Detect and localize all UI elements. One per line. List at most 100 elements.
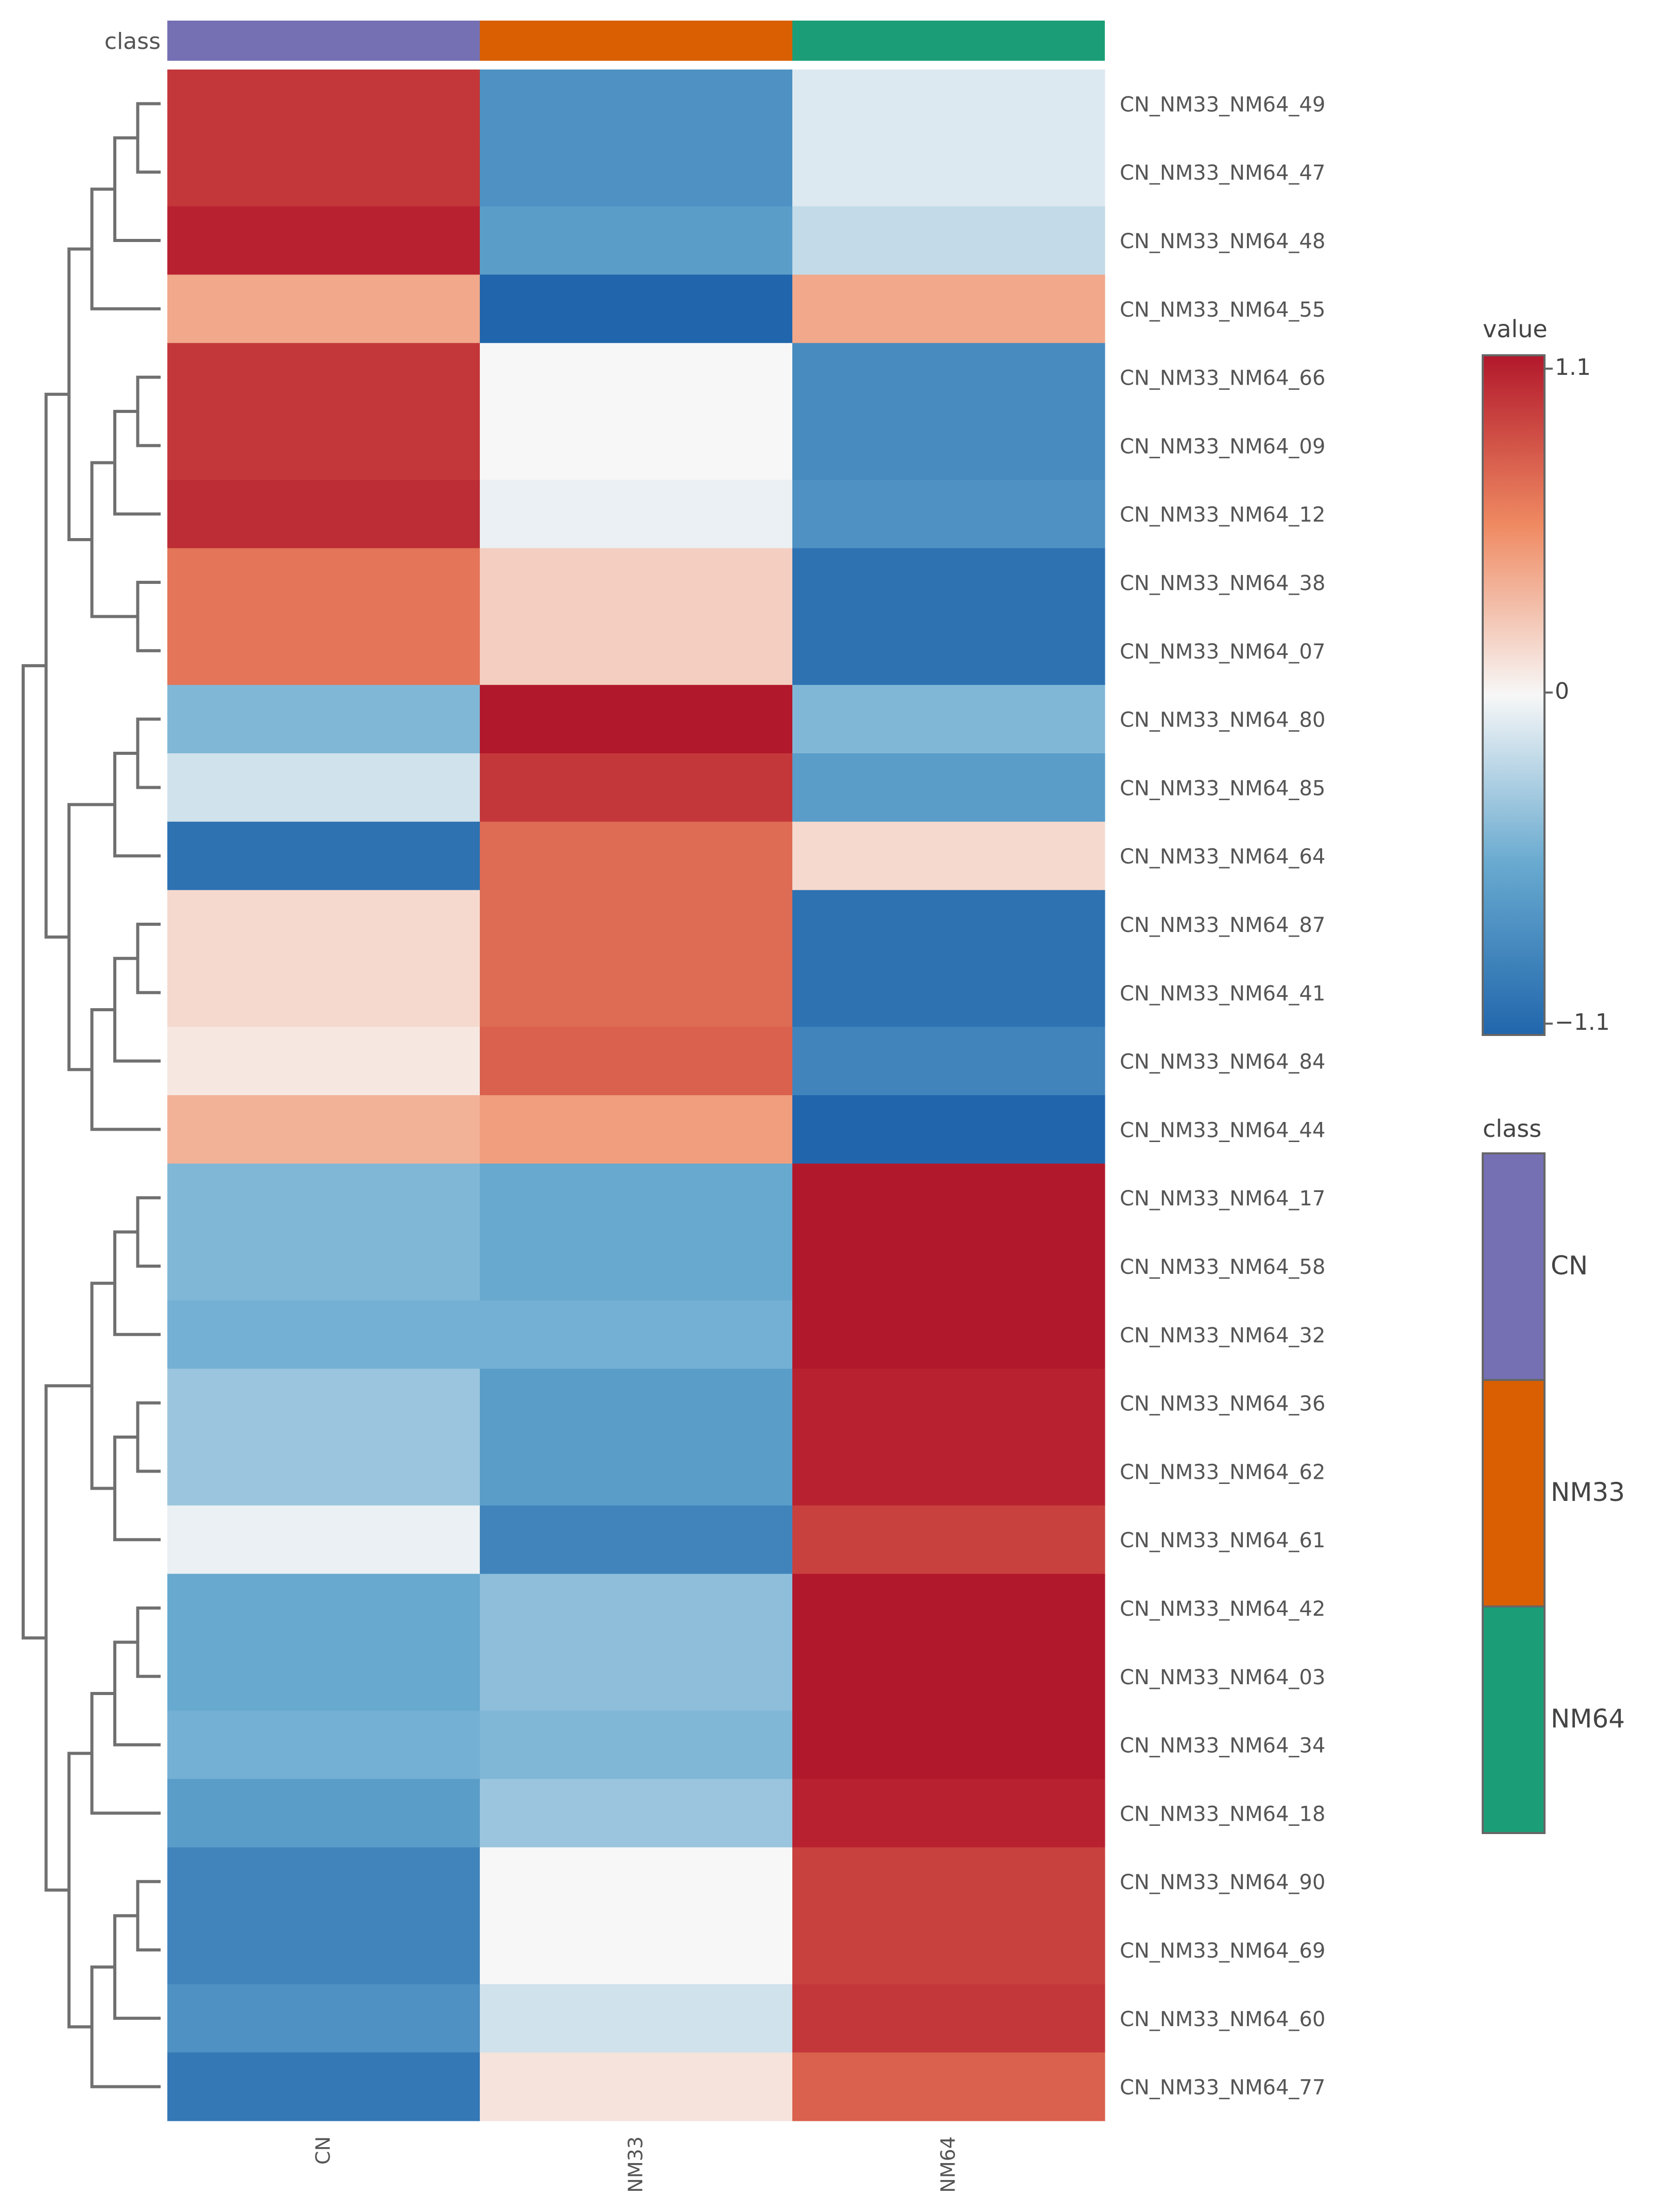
heatmap-cell	[792, 1574, 1105, 1643]
heatmap-cell	[792, 616, 1105, 685]
column-labels: CN NM33 NM64	[312, 2136, 960, 2193]
heatmap-cell	[480, 1710, 793, 1779]
class-legend-label: CN	[1551, 1251, 1588, 1281]
heatmap-cell	[167, 411, 480, 480]
row-label: CN_NM33_NM64_09	[1120, 435, 1325, 458]
heatmap-cell	[167, 1779, 480, 1848]
class-legend-swatch-nm33	[1482, 1379, 1546, 1608]
row-label: CN_NM33_NM64_66	[1120, 367, 1325, 390]
heatmap-cell	[792, 821, 1105, 891]
row-label: CN_NM33_NM64_60	[1120, 2008, 1325, 2031]
class-legend-swatch-cn	[1482, 1152, 1546, 1381]
heatmap-cell	[480, 1984, 793, 2053]
heatmap-cell	[792, 1437, 1105, 1506]
row-label: CN_NM33_NM64_77	[1120, 2076, 1325, 2100]
row-label: CN_NM33_NM64_62	[1120, 1460, 1325, 1484]
heatmap-cell	[167, 1915, 480, 1984]
row-label: CN_NM33_NM64_87	[1120, 913, 1325, 937]
dendrogram-branch	[136, 581, 161, 652]
heatmap-cell	[792, 1847, 1105, 1916]
row-label: CN_NM33_NM64_41	[1120, 982, 1325, 1006]
row-label: CN_NM33_NM64_17	[1120, 1187, 1325, 1211]
heatmap-cell	[792, 958, 1105, 1027]
heatmap-cell	[480, 1369, 793, 1438]
heatmap-cell	[480, 1163, 793, 1233]
heatmap-cell	[792, 1505, 1105, 1575]
dendrogram-branch	[136, 375, 161, 447]
dendrogram-branch	[136, 1606, 161, 1678]
heatmap-cell	[480, 274, 793, 343]
class-bar-label: class	[105, 28, 161, 55]
heatmap-cells	[167, 70, 1105, 2121]
heatmap-cell	[480, 548, 793, 617]
row-label: CN_NM33_NM64_47	[1120, 161, 1325, 185]
column-label: NM64	[937, 2136, 960, 2193]
heatmap-cell	[167, 343, 480, 412]
row-label: CN_NM33_NM64_07	[1120, 640, 1325, 664]
heatmap-cell	[792, 890, 1105, 959]
heatmap-cell	[167, 1574, 480, 1643]
row-label: CN_NM33_NM64_18	[1120, 1802, 1325, 1826]
row-label: CN_NM33_NM64_80	[1120, 708, 1325, 732]
heatmap-cell	[167, 1300, 480, 1369]
row-label: CN_NM33_NM64_42	[1120, 1597, 1325, 1621]
dendrogram-branch	[136, 102, 161, 174]
dendrogram-branch	[67, 247, 92, 541]
heatmap-cell	[167, 1163, 480, 1233]
heatmap-cell	[167, 479, 480, 549]
heatmap-cell	[480, 1847, 793, 1916]
row-label: CN_NM33_NM64_03	[1120, 1666, 1325, 1689]
class-annotation-bar	[167, 21, 1105, 61]
heatmap-cell	[792, 206, 1105, 275]
dendrogram-branch	[136, 1880, 161, 1951]
heatmap-cell	[480, 1437, 793, 1506]
heatmap-cell	[792, 411, 1105, 480]
row-label: CN_NM33_NM64_84	[1120, 1050, 1325, 1074]
dendrogram-branch	[136, 923, 161, 994]
dendrogram-branch	[44, 392, 69, 939]
heatmap-cell	[167, 1437, 480, 1506]
row-label: CN_NM33_NM64_44	[1120, 1118, 1325, 1142]
class-legend-label: NM64	[1551, 1704, 1625, 1734]
heatmap-cell	[167, 70, 480, 139]
heatmap-cell	[167, 1232, 480, 1301]
heatmap-cell	[792, 1369, 1105, 1438]
heatmap-cell	[792, 685, 1105, 754]
class-bar-segment-cn	[167, 21, 480, 61]
dendrogram-branch	[90, 1965, 161, 2088]
heatmap-cell	[792, 1027, 1105, 1096]
heatmap-cell	[480, 137, 793, 207]
heatmap-cell	[480, 616, 793, 685]
heatmap-cell	[480, 479, 793, 549]
heatmap-cell	[167, 1710, 480, 1779]
row-label: CN_NM33_NM64_38	[1120, 572, 1325, 595]
class-legend-title: class	[1483, 1115, 1541, 1143]
heatmap-cell	[792, 1710, 1105, 1779]
value-colorbar	[1482, 354, 1546, 1036]
row-label: CN_NM33_NM64_49	[1120, 93, 1325, 116]
heatmap-cell	[480, 206, 793, 275]
row-label: CN_NM33_NM64_55	[1120, 298, 1325, 322]
dendrogram-branch	[22, 664, 46, 1640]
heatmap-cell	[480, 2052, 793, 2121]
heatmap-cell	[792, 1232, 1105, 1301]
heatmap-cell	[480, 343, 793, 412]
heatmap-cell	[480, 958, 793, 1027]
class-legend-swatch-nm64	[1482, 1605, 1546, 1834]
dendrogram-branch	[90, 1692, 161, 1815]
heatmap-cell	[480, 1574, 793, 1643]
heatmap-cell	[480, 821, 793, 891]
heatmap-cell	[792, 1095, 1105, 1164]
row-dendrogram	[22, 102, 161, 2088]
heatmap-cell	[792, 548, 1105, 617]
row-label: CN_NM33_NM64_12	[1120, 503, 1325, 527]
heatmap-cell	[167, 753, 480, 822]
row-label: CN_NM33_NM64_69	[1120, 1939, 1325, 1963]
heatmap-cell	[792, 343, 1105, 412]
heatmap-cell	[167, 1642, 480, 1711]
class-bar-segment-nm64	[792, 21, 1105, 61]
heatmap-cell	[167, 206, 480, 275]
heatmap-cell	[792, 2052, 1105, 2121]
heatmap-cell	[792, 1984, 1105, 2053]
